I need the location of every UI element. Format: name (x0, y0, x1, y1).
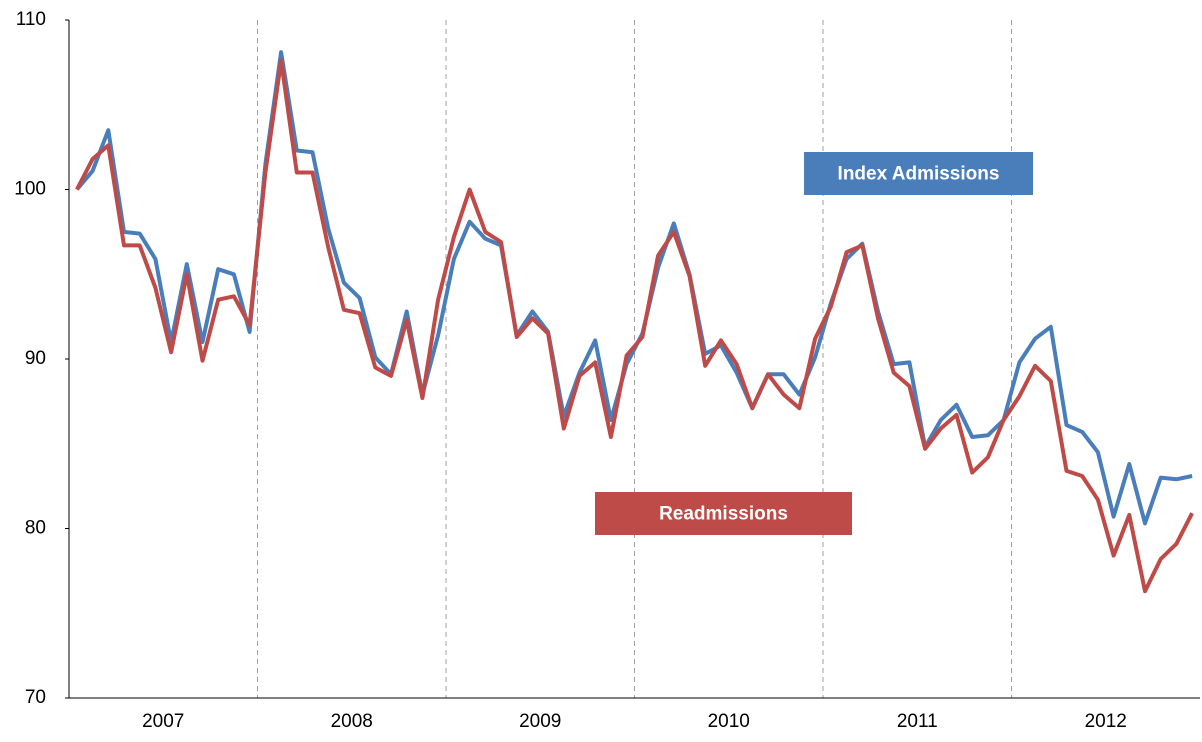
x-tick-label: 2012 (1085, 711, 1127, 732)
legend-label: Readmissions (659, 504, 788, 525)
x-tick-label: 2007 (142, 711, 184, 732)
y-tick-label: 110 (16, 9, 46, 30)
legend-entry: Index Admissions (804, 152, 1033, 195)
x-tick-label: 2008 (331, 711, 373, 732)
legend-label: Index Admissions (838, 164, 1000, 185)
x-tick-label: 2010 (708, 711, 750, 732)
y-tick-label: 70 (25, 687, 46, 708)
series-line (75, 58, 1194, 594)
y-tick-label: 100 (14, 179, 46, 200)
y-tick-label: 80 (25, 518, 46, 539)
legend-entry: Readmissions (595, 492, 852, 535)
x-tick-label: 2009 (519, 711, 561, 732)
legend-box (595, 492, 852, 535)
y-tick-label: 90 (25, 348, 46, 369)
x-tick-label: 2011 (897, 711, 938, 732)
legend-box (804, 152, 1033, 195)
